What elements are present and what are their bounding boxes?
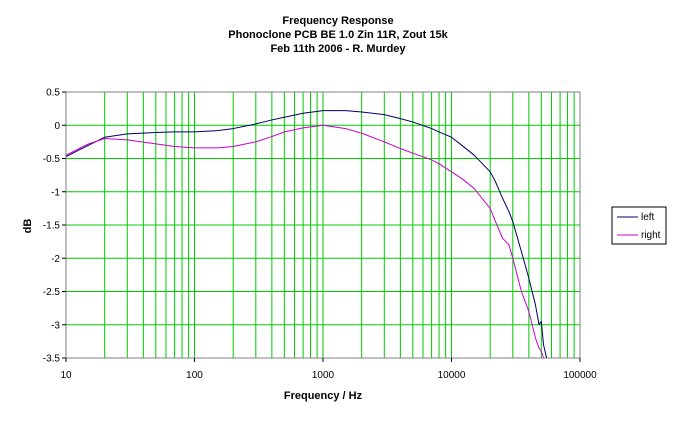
series-line-right — [66, 124, 544, 359]
y-tick-label: -2 — [51, 254, 60, 265]
legend: left right — [611, 206, 667, 245]
chart-title-block: Frequency Response Phonoclone PCB BE 1.0… — [0, 14, 676, 56]
series-group — [66, 110, 548, 359]
series-line-left — [66, 110, 548, 359]
y-tick-label: -2.5 — [43, 287, 61, 298]
x-tick-label: 10 — [60, 370, 72, 381]
y-axis-title: dB — [22, 219, 34, 234]
y-tick-label: -1.5 — [43, 221, 61, 232]
chart-subtitle-line-2: Feb 11th 2006 - R. Murdey — [270, 43, 406, 55]
y-tick-label: -0.5 — [43, 154, 61, 165]
x-tick-label: 10000 — [438, 370, 466, 381]
legend-label-right: right — [641, 230, 661, 241]
x-tick-label: 1000 — [312, 370, 335, 381]
y-tick-label: -3 — [51, 320, 60, 331]
y-tick-label: -1 — [51, 187, 60, 198]
x-tick-label: 100000 — [563, 370, 597, 381]
chart-subtitle-line-1: Phonoclone PCB BE 1.0 Zin 11R, Zout 15k — [228, 29, 448, 41]
legend-box — [611, 206, 667, 245]
legend-label-left: left — [641, 212, 655, 223]
x-axis-ticks: 10 100 1000 10000 100000 — [60, 358, 597, 381]
y-tick-label: -3.5 — [43, 354, 61, 365]
x-tick-label: 100 — [186, 370, 203, 381]
grid-lines — [66, 91, 580, 359]
y-tick-label: 0.5 — [46, 88, 60, 99]
y-tick-label: 0 — [54, 121, 60, 132]
x-axis-title: Frequency / Hz — [284, 390, 363, 402]
y-axis-ticks: 0.5 0 -0.5 -1 -1.5 -2 -2.5 -3 -3.5 — [43, 88, 66, 365]
chart-title: Frequency Response — [282, 15, 394, 27]
